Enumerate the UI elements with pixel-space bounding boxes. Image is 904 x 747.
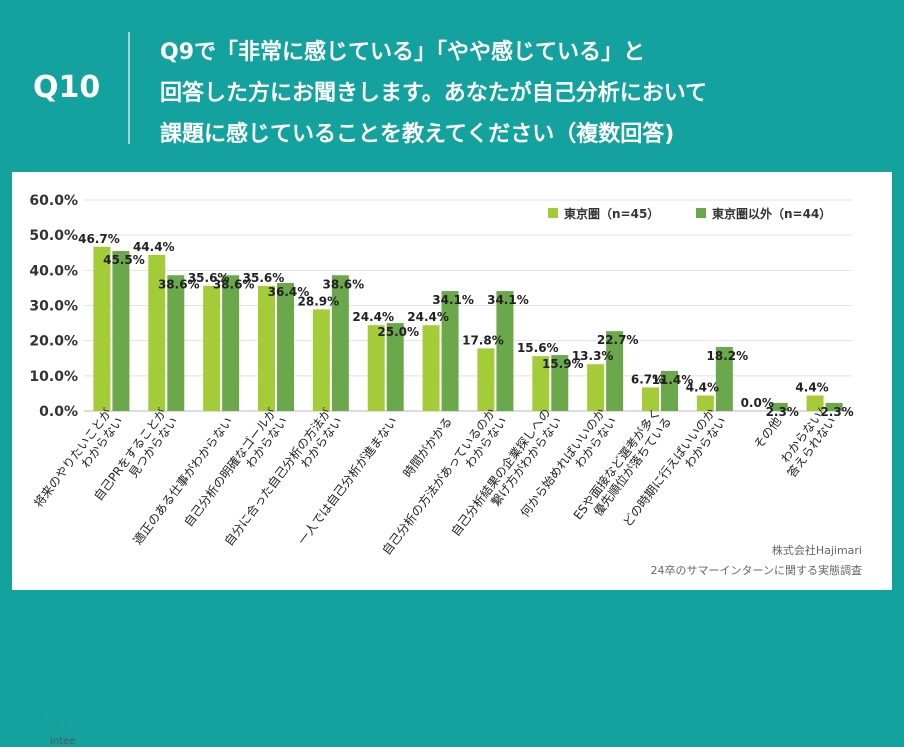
- bar-tokyo: [806, 395, 824, 411]
- data-label: 24.4%: [352, 310, 394, 324]
- bar-non-tokyo: [112, 250, 130, 411]
- data-label: 44.4%: [133, 240, 175, 254]
- data-label: 24.4%: [407, 310, 449, 324]
- data-label: 38.6%: [323, 277, 365, 291]
- data-label: 15.6%: [517, 341, 559, 355]
- data-label: 46.7%: [78, 232, 120, 246]
- y-tick-label: 10.0%: [29, 369, 78, 385]
- data-label: 2.3%: [766, 405, 799, 419]
- data-label: 45.5%: [103, 253, 145, 267]
- bar-tokyo: [587, 364, 605, 411]
- bar-non-tokyo: [770, 402, 788, 411]
- bar-non-tokyo: [661, 370, 678, 411]
- data-label: 15.9%: [542, 357, 584, 371]
- data-label: 18.2%: [707, 349, 749, 363]
- data-label: 38.6%: [158, 277, 200, 291]
- data-label: 0.0%: [741, 396, 774, 410]
- data-label: 4.4%: [795, 381, 828, 395]
- data-label: 35.6%: [188, 271, 230, 285]
- question-line-2: 回答した方にお聞きします。あなたが自己分析において: [160, 81, 708, 106]
- data-label: 36.4%: [268, 285, 310, 299]
- data-label: 4.4%: [686, 381, 719, 395]
- y-tick-label: 50.0%: [29, 228, 78, 244]
- data-label: 22.7%: [597, 333, 639, 347]
- bar-non-tokyo: [551, 355, 569, 411]
- logo-mark: int: [40, 708, 78, 738]
- y-tick-label: 30.0%: [29, 299, 78, 315]
- header-divider: [128, 32, 130, 144]
- data-label: 13.3%: [572, 349, 614, 363]
- bar-tokyo: [422, 325, 440, 411]
- x-category-label: その他: [751, 414, 784, 451]
- y-tick-label: 20.0%: [29, 334, 78, 350]
- bar-tokyo: [642, 387, 659, 411]
- bar-tokyo: [477, 348, 495, 411]
- chart-card: 0.0% 10.0% 20.0% 30.0% 40.0% 50.0% 60.0% 46.7%…: [12, 172, 892, 747]
- bar-tokyo: [312, 309, 330, 411]
- data-label: 34.1%: [432, 293, 474, 307]
- bar-non-tokyo: [222, 275, 240, 411]
- bar-tokyo: [367, 325, 385, 411]
- data-label: 28.9%: [298, 294, 340, 308]
- legend-swatch-non-tokyo: [696, 208, 706, 218]
- bar-tokyo: [258, 285, 275, 411]
- bar-non-tokyo: [496, 291, 514, 411]
- legend-label-non-tokyo: 東京圏以外（n=44）: [712, 206, 831, 221]
- bar-non-tokyo: [606, 331, 624, 411]
- y-tick-label: 40.0%: [29, 263, 78, 279]
- question-number: Q10: [33, 70, 101, 105]
- logo-text: intee: [50, 736, 76, 747]
- bar-non-tokyo: [167, 275, 185, 411]
- legend-swatch-tokyo: [548, 208, 558, 218]
- header-banner: Q10 Q9で「非常に感じている」「やや感じている」と 回答した方にお聞きします…: [0, 0, 904, 170]
- bar-chart: 0.0% 10.0% 20.0% 30.0% 40.0% 50.0% 60.0% 46.7%…: [29, 193, 853, 558]
- bar-non-tokyo: [331, 275, 349, 411]
- bar-non-tokyo: [825, 402, 843, 411]
- data-label: 17.8%: [462, 333, 504, 347]
- bar-tokyo: [148, 254, 166, 411]
- bar-tokyo: [696, 395, 714, 411]
- y-tick-label: 0.0%: [39, 404, 78, 420]
- data-label: 25.0%: [377, 325, 419, 339]
- data-label: 34.1%: [487, 293, 529, 307]
- bar-non-tokyo: [386, 323, 404, 411]
- survey-credit: 24卒のサマーインターンに関する実態調査: [650, 564, 862, 577]
- question-line-1: Q9で「非常に感じている」「やや感じている」と: [160, 40, 646, 65]
- data-label: 6.7%: [631, 372, 664, 386]
- data-label: 35.6%: [243, 271, 285, 285]
- x-category-line: その他: [751, 414, 784, 451]
- data-label: 38.6%: [213, 277, 255, 291]
- company-credit: 株式会社Hajimari: [771, 544, 862, 557]
- bar-tokyo: [532, 356, 550, 411]
- intee-logo: int intee: [40, 708, 78, 747]
- data-label: 2.3%: [820, 405, 853, 419]
- bar-non-tokyo: [277, 282, 294, 411]
- legend-label-tokyo: 東京圏（n=45）: [564, 206, 659, 221]
- data-label: 11.4%: [652, 373, 694, 387]
- bar-tokyo: [93, 246, 111, 411]
- question-line-3: 課題に感じていることを教えてください（複数回答): [160, 122, 675, 147]
- bar-tokyo: [203, 285, 221, 411]
- bar-non-tokyo: [715, 346, 733, 411]
- bar-non-tokyo: [441, 291, 459, 411]
- y-tick-label: 60.0%: [29, 193, 78, 209]
